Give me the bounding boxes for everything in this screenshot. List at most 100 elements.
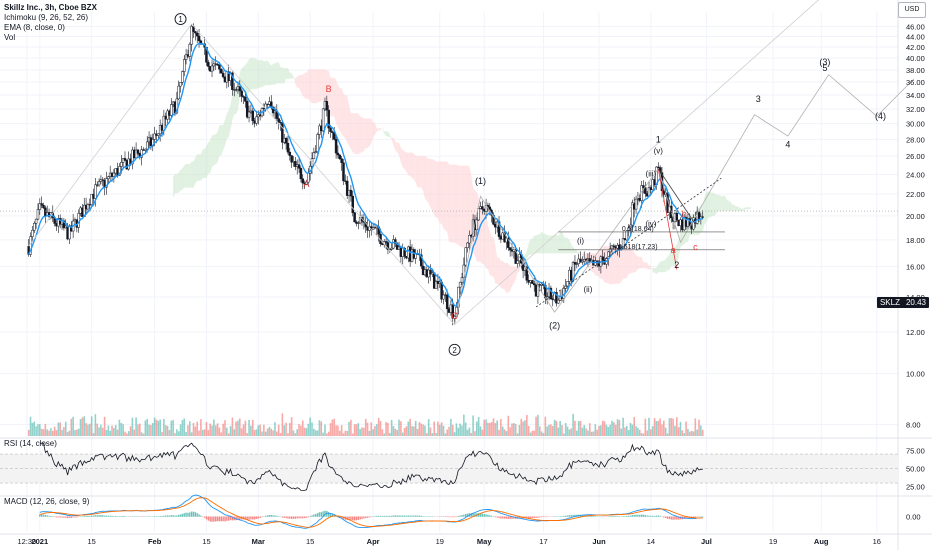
volume-bar <box>215 425 217 436</box>
candle-up <box>181 72 183 83</box>
rsi-pane-label[interactable]: RSI (14, close) <box>4 439 57 448</box>
volume-bar <box>146 419 148 436</box>
cloud-bear-segment <box>484 213 486 269</box>
cloud-bull-segment <box>281 67 283 83</box>
cloud-bear-segment <box>627 246 629 278</box>
macd-hist-bar <box>648 516 649 517</box>
volume-bar <box>537 415 539 436</box>
macd-hist-bar <box>359 516 360 519</box>
volume-bar <box>415 421 417 436</box>
ema-legend[interactable]: EMA (8, close, 0) <box>4 23 97 33</box>
cloud-bear-segment <box>466 166 468 248</box>
macd-hist-bar <box>567 515 568 516</box>
macd-hist-bar <box>615 516 616 517</box>
cloud-bull-segment <box>221 125 223 156</box>
volume-bar <box>56 430 58 436</box>
candle-down <box>531 281 533 284</box>
macd-pane-label[interactable]: MACD (12, 26, close, 9) <box>4 497 89 506</box>
volume-bar <box>241 428 243 436</box>
volume-bar <box>156 420 158 436</box>
macd-hist-bar <box>491 516 492 517</box>
macd-hist-bar <box>278 516 279 517</box>
volume-bar <box>217 423 219 436</box>
cloud-bull-segment <box>258 60 260 87</box>
volume-bar <box>33 422 35 436</box>
volume-bar <box>406 426 408 436</box>
ichimoku-legend[interactable]: Ichimoku (9, 26, 52, 26) <box>4 13 97 23</box>
cloud-bull-segment <box>218 125 220 162</box>
macd-hist-bar <box>454 516 455 517</box>
volume-bar <box>82 417 84 436</box>
volume-bar <box>341 425 343 436</box>
macd-hist-bar <box>296 516 297 518</box>
macd-hist-bar <box>276 516 277 517</box>
macd-hist-bar <box>222 516 223 521</box>
volume-bar <box>689 432 691 436</box>
currency-badge[interactable]: USD <box>898 2 926 18</box>
cloud-bull-segment <box>719 195 721 211</box>
volume-bar <box>195 426 197 436</box>
volume-bar <box>367 423 369 436</box>
volume-bar <box>280 433 282 436</box>
cloud-bull-segment <box>531 239 533 255</box>
cloud-bear-segment <box>640 257 642 269</box>
candle-down <box>289 152 291 155</box>
macd-hist-bar <box>261 516 262 517</box>
volume-bar <box>52 431 54 436</box>
symbol-title[interactable]: Skillz Inc., 3h, Cboe BZX <box>4 3 97 13</box>
candle-down <box>326 101 328 110</box>
macd-hist-bar <box>658 516 659 517</box>
volume-bar <box>204 429 206 436</box>
macd-hist-bar <box>415 516 416 517</box>
macd-hist-bar <box>561 516 562 517</box>
volume-bar <box>376 424 378 436</box>
cloud-bear-segment <box>443 161 445 230</box>
volume-bar <box>669 418 671 436</box>
cloud-bull-segment <box>577 251 579 254</box>
macd-hist-bar <box>159 516 160 517</box>
cloud-bull-segment <box>749 207 751 209</box>
macd-hist-bar <box>250 516 251 519</box>
candle-down <box>676 213 678 220</box>
wave-label: (4) <box>875 111 886 121</box>
volume-bar <box>504 429 506 436</box>
cloud-bull-segment <box>732 204 734 211</box>
volume-bar <box>258 425 260 436</box>
macd-hist-bar <box>593 516 594 517</box>
cloud-bull-segment <box>527 243 529 259</box>
cloud-bull-segment <box>216 132 218 164</box>
cloud-bull-segment <box>656 264 658 274</box>
volume-bar <box>385 422 387 436</box>
candle-up <box>557 300 559 303</box>
volume-bar <box>572 414 574 436</box>
cloud-bear-segment <box>416 156 418 187</box>
volume-bar <box>609 425 611 436</box>
volume-bar <box>380 421 382 436</box>
candle-down <box>509 248 511 250</box>
volume-bar <box>332 420 334 436</box>
volume-bar <box>285 423 287 436</box>
cloud-bear-segment <box>642 257 644 268</box>
volume-bar <box>546 427 548 436</box>
volume-bar <box>691 431 693 436</box>
cloud-bull-segment <box>547 235 549 253</box>
macd-hist-bar <box>350 516 351 520</box>
cloud-bull-segment <box>542 232 544 254</box>
macd-hist-bar <box>85 516 86 517</box>
volume-bar <box>46 429 48 436</box>
cloud-bull-segment <box>736 207 738 212</box>
volume-bar <box>206 422 208 436</box>
volume-bar <box>224 420 226 436</box>
cloud-bear-segment <box>353 113 355 154</box>
volume-bar <box>532 431 534 436</box>
volume-bar <box>408 422 410 436</box>
cloud-bull-segment <box>743 207 745 211</box>
volume-bar <box>63 427 65 436</box>
volume-bar <box>41 429 43 436</box>
volume-bar <box>493 418 495 436</box>
volume-bar <box>448 427 450 436</box>
macd-hist-bar <box>645 515 646 517</box>
volume-legend[interactable]: Vol <box>4 33 97 43</box>
